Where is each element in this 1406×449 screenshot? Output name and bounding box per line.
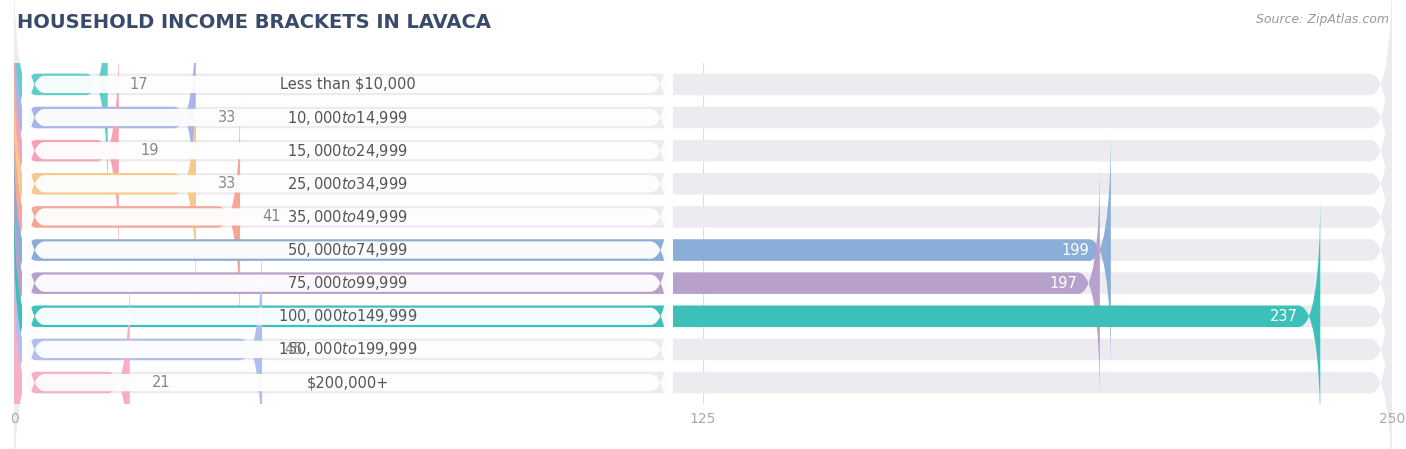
Text: $15,000 to $24,999: $15,000 to $24,999 <box>287 141 408 160</box>
Text: 197: 197 <box>1050 276 1078 291</box>
FancyBboxPatch shape <box>22 0 672 208</box>
Text: $200,000+: $200,000+ <box>307 375 388 390</box>
FancyBboxPatch shape <box>14 162 1392 405</box>
FancyBboxPatch shape <box>14 261 129 449</box>
FancyBboxPatch shape <box>14 194 1392 438</box>
Text: $75,000 to $99,999: $75,000 to $99,999 <box>287 274 408 292</box>
FancyBboxPatch shape <box>14 0 1392 239</box>
Text: 33: 33 <box>218 110 236 125</box>
FancyBboxPatch shape <box>22 225 672 449</box>
Text: 237: 237 <box>1271 309 1298 324</box>
FancyBboxPatch shape <box>14 62 195 305</box>
Text: 19: 19 <box>141 143 159 158</box>
FancyBboxPatch shape <box>14 95 240 339</box>
FancyBboxPatch shape <box>22 126 672 374</box>
FancyBboxPatch shape <box>14 95 1392 339</box>
FancyBboxPatch shape <box>14 228 262 449</box>
FancyBboxPatch shape <box>14 194 1320 438</box>
Text: 45: 45 <box>284 342 302 357</box>
FancyBboxPatch shape <box>14 162 1099 405</box>
FancyBboxPatch shape <box>14 0 1392 206</box>
FancyBboxPatch shape <box>14 62 1392 305</box>
FancyBboxPatch shape <box>22 193 672 440</box>
Text: 33: 33 <box>218 176 236 191</box>
Text: $10,000 to $14,999: $10,000 to $14,999 <box>287 109 408 127</box>
Text: $100,000 to $149,999: $100,000 to $149,999 <box>278 307 418 326</box>
FancyBboxPatch shape <box>22 0 672 242</box>
FancyBboxPatch shape <box>14 128 1392 372</box>
Text: $50,000 to $74,999: $50,000 to $74,999 <box>287 241 408 259</box>
FancyBboxPatch shape <box>22 93 672 341</box>
FancyBboxPatch shape <box>14 0 195 239</box>
FancyBboxPatch shape <box>22 259 672 449</box>
FancyBboxPatch shape <box>14 29 118 273</box>
Text: 17: 17 <box>129 77 149 92</box>
FancyBboxPatch shape <box>14 261 1392 449</box>
FancyBboxPatch shape <box>14 29 1392 273</box>
Text: 21: 21 <box>152 375 170 390</box>
Text: HOUSEHOLD INCOME BRACKETS IN LAVACA: HOUSEHOLD INCOME BRACKETS IN LAVACA <box>17 13 491 32</box>
Text: $150,000 to $199,999: $150,000 to $199,999 <box>278 340 418 358</box>
Text: $35,000 to $49,999: $35,000 to $49,999 <box>287 208 408 226</box>
Text: Less than $10,000: Less than $10,000 <box>280 77 415 92</box>
FancyBboxPatch shape <box>14 128 1111 372</box>
Text: 41: 41 <box>262 209 281 224</box>
FancyBboxPatch shape <box>22 60 672 308</box>
FancyBboxPatch shape <box>22 159 672 407</box>
Text: 199: 199 <box>1062 242 1088 258</box>
FancyBboxPatch shape <box>14 228 1392 449</box>
Text: Source: ZipAtlas.com: Source: ZipAtlas.com <box>1256 13 1389 26</box>
FancyBboxPatch shape <box>22 27 672 274</box>
FancyBboxPatch shape <box>14 0 108 206</box>
Text: $25,000 to $34,999: $25,000 to $34,999 <box>287 175 408 193</box>
